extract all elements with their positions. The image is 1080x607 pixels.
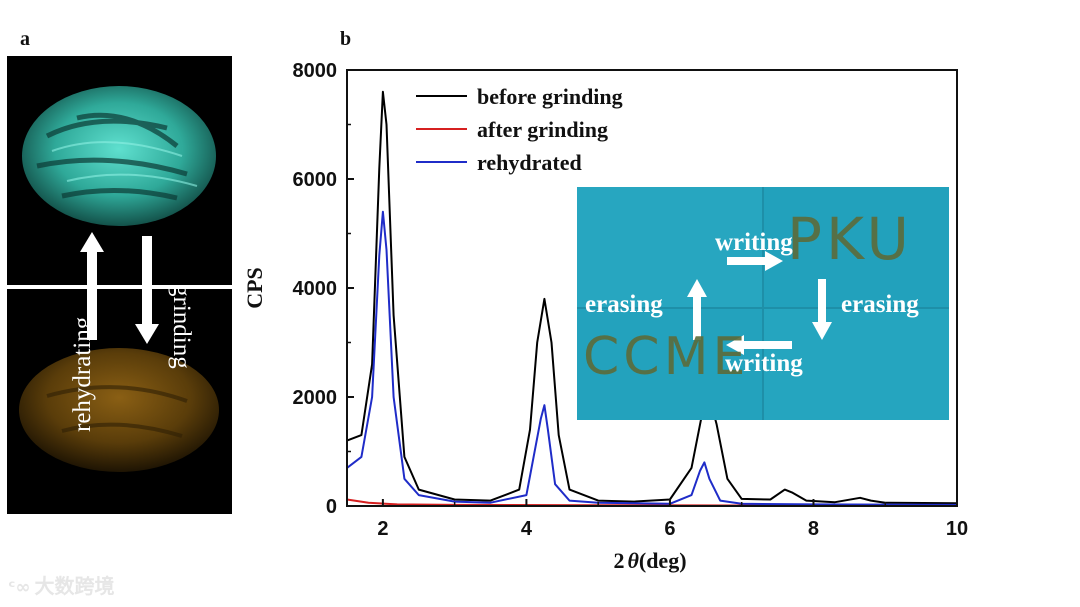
down-arrow-icon [135, 236, 159, 344]
series-line-rehydrated [346, 210, 958, 506]
legend-label: before grinding [477, 84, 623, 109]
x-tick-label: 10 [946, 518, 968, 540]
up-arrow-icon [687, 279, 707, 340]
handwritten-ccme: CCME [583, 327, 750, 387]
erasing-label-left: erasing [585, 291, 663, 318]
logo-icon: ᶜ∞ [8, 577, 31, 598]
inset-background [577, 187, 949, 420]
y-tick-label: 0 [326, 496, 337, 518]
y-axis-label: CPS [242, 267, 267, 309]
handwritten-pku: PKU [787, 205, 913, 273]
y-tick-label: 4000 [293, 278, 338, 300]
inset-photo: PKU CCME writing erasing erasing writing [577, 187, 949, 420]
powder-bottom [19, 348, 219, 472]
x-tick-label: 4 [521, 518, 533, 540]
erasing-label-right: erasing [841, 291, 919, 318]
x-tick-label: 6 [664, 518, 675, 540]
panel-a-label: a [20, 28, 30, 50]
y-tick-label: 8000 [293, 60, 338, 82]
crystal-top [22, 86, 216, 226]
left-arrow-icon [726, 335, 792, 355]
legend-label: after grinding [477, 117, 608, 142]
y-tick-label: 2000 [293, 387, 338, 409]
x-axis-label: 2 θ(deg) [613, 548, 686, 573]
writing-label-top: writing [715, 229, 793, 256]
up-arrow-icon [80, 232, 104, 340]
series-line-before-grinding [346, 90, 958, 505]
writing-label-bottom: writing [725, 350, 803, 377]
legend-label: rehydrated [477, 150, 582, 175]
panel-a-illustration [7, 86, 232, 472]
down-arrow-icon [812, 279, 832, 340]
y-tick-label: 6000 [293, 169, 338, 191]
watermark-text: 大数跨境 [34, 574, 115, 598]
panel-a-photo: rehydrating grinding [7, 56, 232, 514]
panel-b-label: b [340, 28, 352, 50]
x-tick-label: 8 [808, 518, 819, 540]
x-tick-label: 2 [377, 518, 388, 540]
right-arrow-icon [727, 251, 783, 271]
watermark: ᶜ∞ 大数跨境 [8, 570, 114, 599]
legend: before grinding after grinding rehydrated [416, 84, 623, 175]
